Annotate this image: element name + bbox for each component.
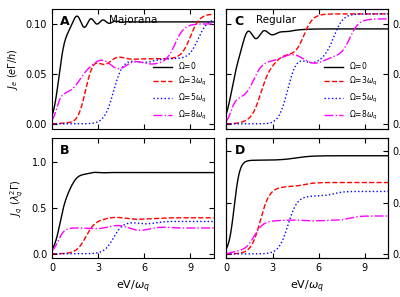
Y-axis label: $J_q$ ($\lambda^2_q\Gamma$): $J_q$ ($\lambda^2_q\Gamma$)	[9, 180, 26, 217]
Text: B: B	[60, 144, 70, 157]
Text: D: D	[234, 144, 245, 157]
Text: A: A	[60, 15, 70, 28]
Y-axis label: $J_e$ ($e\Gamma/h$): $J_e$ ($e\Gamma/h$)	[6, 48, 20, 90]
X-axis label: eV/$\omega_q$: eV/$\omega_q$	[290, 279, 324, 295]
X-axis label: eV/$\omega_q$: eV/$\omega_q$	[116, 279, 150, 295]
Text: Majorana: Majorana	[108, 15, 157, 25]
Legend: $\Omega$=0, $\Omega$=3$\omega_q$, $\Omega$=5$\omega_q$, $\Omega$=8$\omega_q$: $\Omega$=0, $\Omega$=3$\omega_q$, $\Omeg…	[150, 57, 210, 125]
Legend: $\Omega$=0, $\Omega$=3$\omega_q$, $\Omega$=5$\omega_q$, $\Omega$=8$\omega_q$: $\Omega$=0, $\Omega$=3$\omega_q$, $\Omeg…	[321, 57, 381, 125]
Text: Regular: Regular	[256, 15, 296, 25]
Text: C: C	[234, 15, 244, 28]
